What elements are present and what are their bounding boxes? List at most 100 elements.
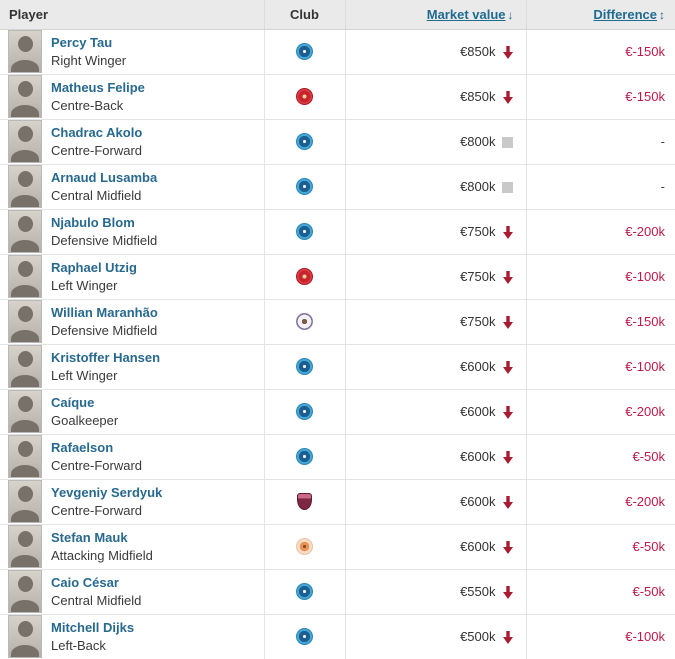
player-name-link[interactable]: Arnaud Lusamba <box>51 169 158 185</box>
market-value-cell: €850k <box>345 29 527 75</box>
difference-sort-link[interactable]: Difference ↕ <box>593 7 665 22</box>
player-cell: Matheus Felipe Centre-Back <box>0 74 265 120</box>
difference-cell: €-50k <box>526 569 675 615</box>
table-header-row: Player Club Market value ↓ Difference ↕ <box>0 0 675 30</box>
difference-value: €-150k <box>625 44 665 59</box>
player-photo[interactable] <box>8 390 42 433</box>
player-name-link[interactable]: Caio César <box>51 574 119 590</box>
player-name-link[interactable]: Matheus Felipe <box>51 79 145 95</box>
difference-cell: €-100k <box>526 344 675 390</box>
trend-icon <box>502 271 514 285</box>
difference-cell: €-50k <box>526 524 675 570</box>
club-crest-icon[interactable] <box>296 313 313 331</box>
player-name-link[interactable]: Willian Maranhão <box>51 304 158 320</box>
market-value: €600k <box>460 493 496 509</box>
player-name-link[interactable]: Kristoffer Hansen <box>51 349 161 365</box>
player-cell: Percy Tau Right Winger <box>0 29 265 75</box>
trend-icon <box>502 586 514 600</box>
difference-cell: €-200k <box>526 479 675 525</box>
player-photo[interactable] <box>8 300 42 343</box>
player-cell: Willian Maranhão Defensive Midfield <box>0 299 265 345</box>
player-cell: Caio César Central Midfield <box>0 569 265 615</box>
player-photo[interactable] <box>8 75 42 118</box>
club-crest-icon[interactable] <box>296 448 313 466</box>
market-value: €750k <box>460 313 496 329</box>
market-value-cell: €600k <box>345 524 527 570</box>
player-position: Centre-Back <box>51 97 124 113</box>
trend-icon <box>502 631 514 645</box>
player-photo[interactable] <box>8 165 42 208</box>
player-photo[interactable] <box>8 435 42 478</box>
player-photo[interactable] <box>8 570 42 613</box>
player-name-link[interactable]: Raphael Utzig <box>51 259 137 275</box>
market-value-cell: €750k <box>345 209 527 255</box>
market-value: €600k <box>460 403 496 419</box>
market-value: €600k <box>460 538 496 554</box>
club-crest-icon[interactable] <box>296 538 313 556</box>
club-cell <box>264 434 346 480</box>
player-photo[interactable] <box>8 525 42 568</box>
table-row: Matheus Felipe Centre-Back €850k €-150k <box>0 74 675 120</box>
player-cell: Arnaud Lusamba Central Midfield <box>0 164 265 210</box>
unchanged-square-icon <box>501 137 513 149</box>
player-position: Attacking Midfield <box>51 547 153 563</box>
table-row: Raphael Utzig Left Winger €750k €-100k <box>0 254 675 300</box>
market-value: €550k <box>460 583 496 599</box>
market-value-cell: €800k <box>345 164 527 210</box>
player-photo[interactable] <box>8 120 42 163</box>
club-cell <box>264 389 346 435</box>
player-name-link[interactable]: Caíque <box>51 394 95 410</box>
table-row: Yevgeniy Serdyuk Centre-Forward €600k €-… <box>0 479 675 525</box>
market-value: €800k <box>460 178 496 194</box>
club-crest-icon[interactable] <box>297 493 312 511</box>
club-cell <box>264 29 346 75</box>
player-name-link[interactable]: Njabulo Blom <box>51 214 135 230</box>
club-crest-icon[interactable] <box>296 268 313 286</box>
difference-cell: €-100k <box>526 254 675 300</box>
trend-icon <box>501 136 514 149</box>
difference-cell: €-200k <box>526 209 675 255</box>
club-cell <box>264 524 346 570</box>
difference-header-label: Difference <box>593 6 657 22</box>
club-crest-icon[interactable] <box>296 88 313 106</box>
market-value-sort-link[interactable]: Market value ↓ <box>427 7 514 22</box>
player-photo[interactable] <box>8 345 42 388</box>
player-photo[interactable] <box>8 615 42 659</box>
player-position: Right Winger <box>51 52 127 68</box>
player-photo[interactable] <box>8 30 42 73</box>
player-name-link[interactable]: Mitchell Dijks <box>51 619 135 635</box>
difference-cell: €-150k <box>526 74 675 120</box>
club-crest-icon[interactable] <box>296 223 313 241</box>
player-name-link[interactable]: Stefan Mauk <box>51 529 128 545</box>
player-photo[interactable] <box>8 480 42 523</box>
column-header-player: Player <box>0 0 265 30</box>
club-crest-icon[interactable] <box>296 583 313 601</box>
player-name-link[interactable]: Yevgeniy Serdyuk <box>51 484 163 500</box>
player-position: Defensive Midfield <box>51 322 158 338</box>
difference-value: - <box>660 179 665 194</box>
table-row: Caíque Goalkeeper €600k €-200k <box>0 389 675 435</box>
club-crest-icon[interactable] <box>296 358 313 376</box>
difference-cell: €-200k <box>526 389 675 435</box>
club-crest-icon[interactable] <box>296 178 313 196</box>
club-crest-icon[interactable] <box>296 43 313 61</box>
column-header-market-value: Market value ↓ <box>345 0 527 30</box>
trend-icon <box>502 226 514 240</box>
difference-cell: €-150k <box>526 29 675 75</box>
player-name-link[interactable]: Chadrac Akolo <box>51 124 143 140</box>
player-cell: Stefan Mauk Attacking Midfield <box>0 524 265 570</box>
player-photo[interactable] <box>8 210 42 253</box>
market-value-cell: €500k <box>345 614 527 659</box>
table-row: Njabulo Blom Defensive Midfield €750k €-… <box>0 209 675 255</box>
difference-cell: - <box>526 119 675 165</box>
table-row: Willian Maranhão Defensive Midfield €750… <box>0 299 675 345</box>
player-photo[interactable] <box>8 255 42 298</box>
player-name-link[interactable]: Rafaelson <box>51 439 114 455</box>
club-crest-icon[interactable] <box>296 628 313 646</box>
trend-icon <box>502 316 514 330</box>
club-crest-icon[interactable] <box>296 133 313 151</box>
player-name-link[interactable]: Percy Tau <box>51 34 113 50</box>
trend-icon <box>502 46 514 60</box>
player-position: Centre-Forward <box>51 457 143 473</box>
club-crest-icon[interactable] <box>296 403 313 421</box>
